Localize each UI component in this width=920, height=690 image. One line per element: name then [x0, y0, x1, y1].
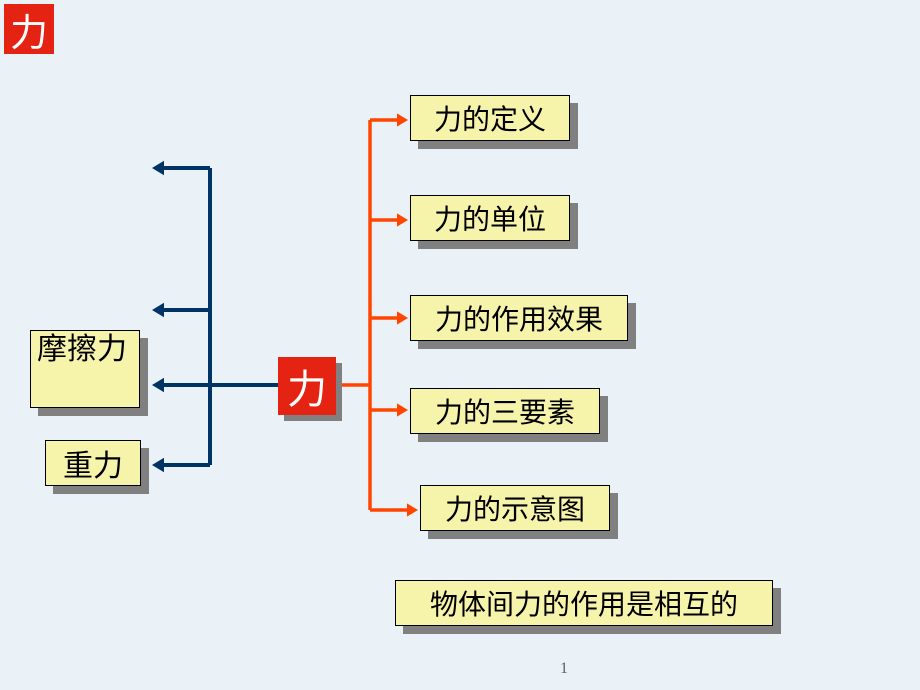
node-unit: 力的单位 [410, 195, 570, 241]
node-definition: 力的定义 [410, 95, 570, 141]
node-effect: 力的作用效果 [410, 295, 628, 341]
node-three: 力的三要素 [410, 388, 600, 434]
page-number: 1 [560, 660, 568, 678]
center-node-force: 力 [278, 357, 336, 415]
node-schematic: 力的示意图 [420, 485, 610, 531]
node-mutual: 物体间力的作用是相互的 [395, 580, 773, 626]
node-friction: 摩擦力 [30, 330, 140, 408]
node-gravity: 重力 [45, 440, 141, 486]
diagram-canvas: 力力摩擦力重力力的定义力的单位力的作用效果力的三要素力的示意图物体间力的作用是相… [0, 0, 920, 690]
